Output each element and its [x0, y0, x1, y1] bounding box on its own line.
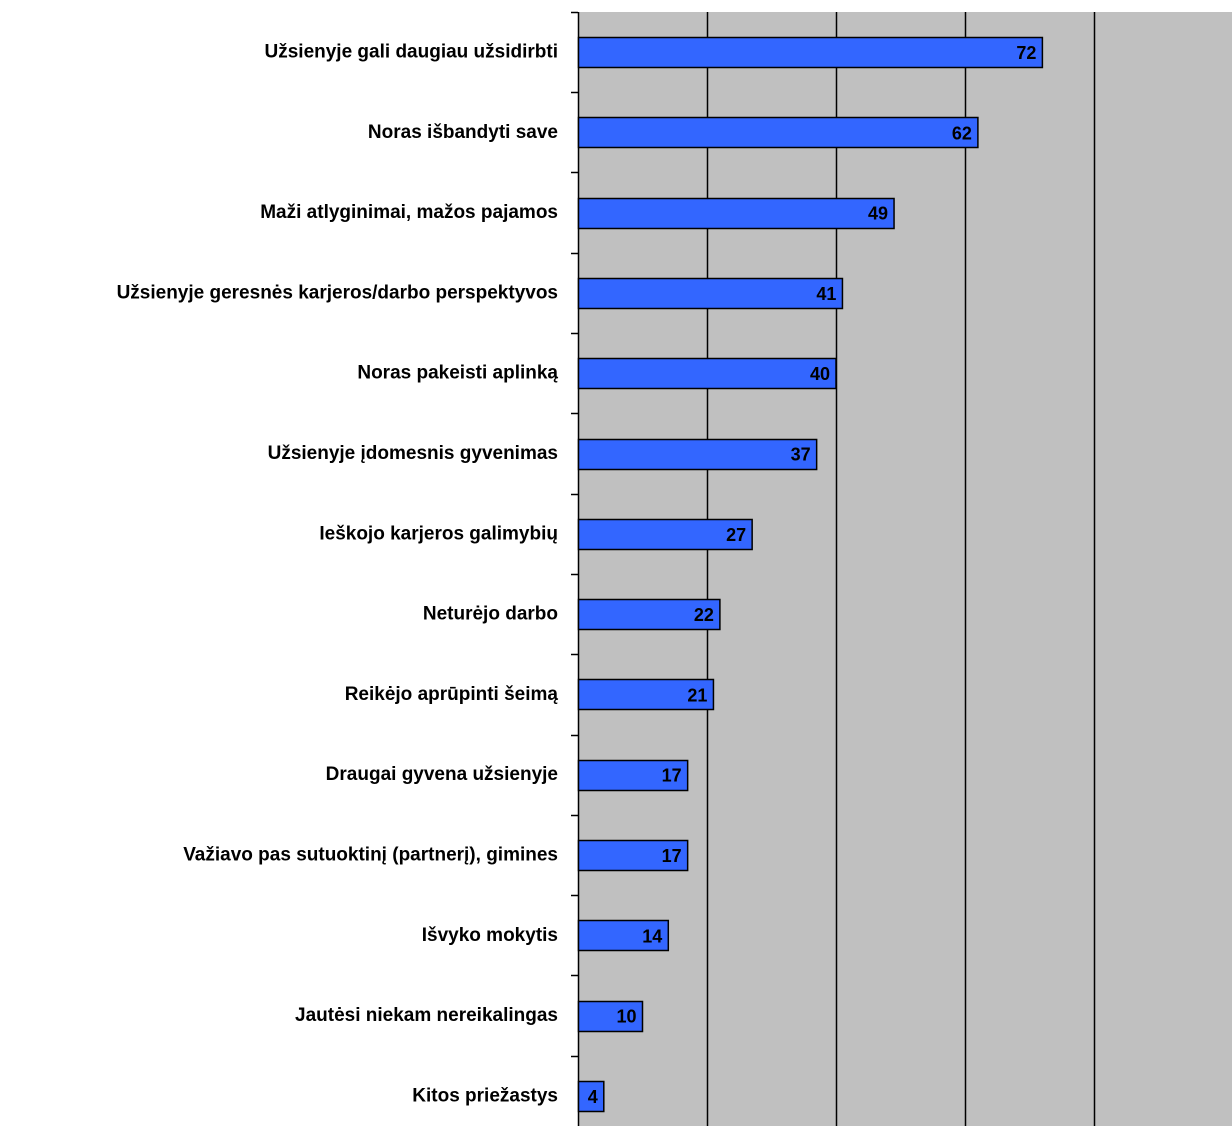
data-label: 62	[952, 123, 972, 143]
category-label: Važiavo pas sutuoktinį (partnerį), gimin…	[183, 845, 558, 866]
data-label: 4	[588, 1087, 598, 1107]
data-label: 40	[810, 364, 830, 384]
category-label: Užsienyje įdomesnis gyvenimas	[268, 443, 558, 464]
category-labels: Užsienyje gali daugiau užsidirbti Noras i…	[117, 42, 559, 1107]
category-label: Maži atlyginimai, mažos pajamos	[260, 202, 558, 223]
data-label: 17	[662, 846, 682, 866]
category-label: Išvyko mokytis	[422, 925, 558, 946]
bar	[579, 118, 978, 148]
bar	[579, 359, 837, 389]
category-label: Noras išbandyti save	[368, 122, 558, 143]
bar	[579, 440, 817, 470]
data-label: 37	[791, 445, 811, 465]
data-label: 10	[616, 1007, 636, 1027]
category-label: Užsienyje gali daugiau užsidirbti	[265, 42, 559, 63]
y-axis-ticks	[571, 13, 578, 1057]
data-label: 27	[726, 525, 746, 545]
category-label: Jautėsi niekam nereikalingas	[295, 1005, 558, 1026]
category-label: Draugai gyvena užsienyje	[326, 764, 558, 785]
data-label: 72	[1016, 43, 1036, 63]
category-label: Užsienyje geresnės karjeros/darbo perspe…	[117, 282, 558, 303]
bar	[579, 38, 1043, 68]
category-label: Reikėjo aprūpinti šeimą	[345, 684, 559, 705]
category-label: Noras pakeisti aplinką	[357, 363, 558, 384]
plot-area	[578, 12, 1232, 1126]
data-label: 41	[816, 284, 836, 304]
data-label: 14	[642, 926, 662, 946]
category-label: Kitos priežastys	[412, 1085, 558, 1106]
bar	[579, 199, 895, 229]
bar	[579, 279, 843, 309]
data-label: 49	[868, 204, 888, 224]
category-label: Ieškojo karjeros galimybių	[319, 523, 558, 544]
data-label: 21	[687, 685, 707, 705]
category-label: Neturėjo darbo	[423, 604, 558, 625]
data-label: 22	[694, 605, 714, 625]
data-label: 17	[662, 766, 682, 786]
